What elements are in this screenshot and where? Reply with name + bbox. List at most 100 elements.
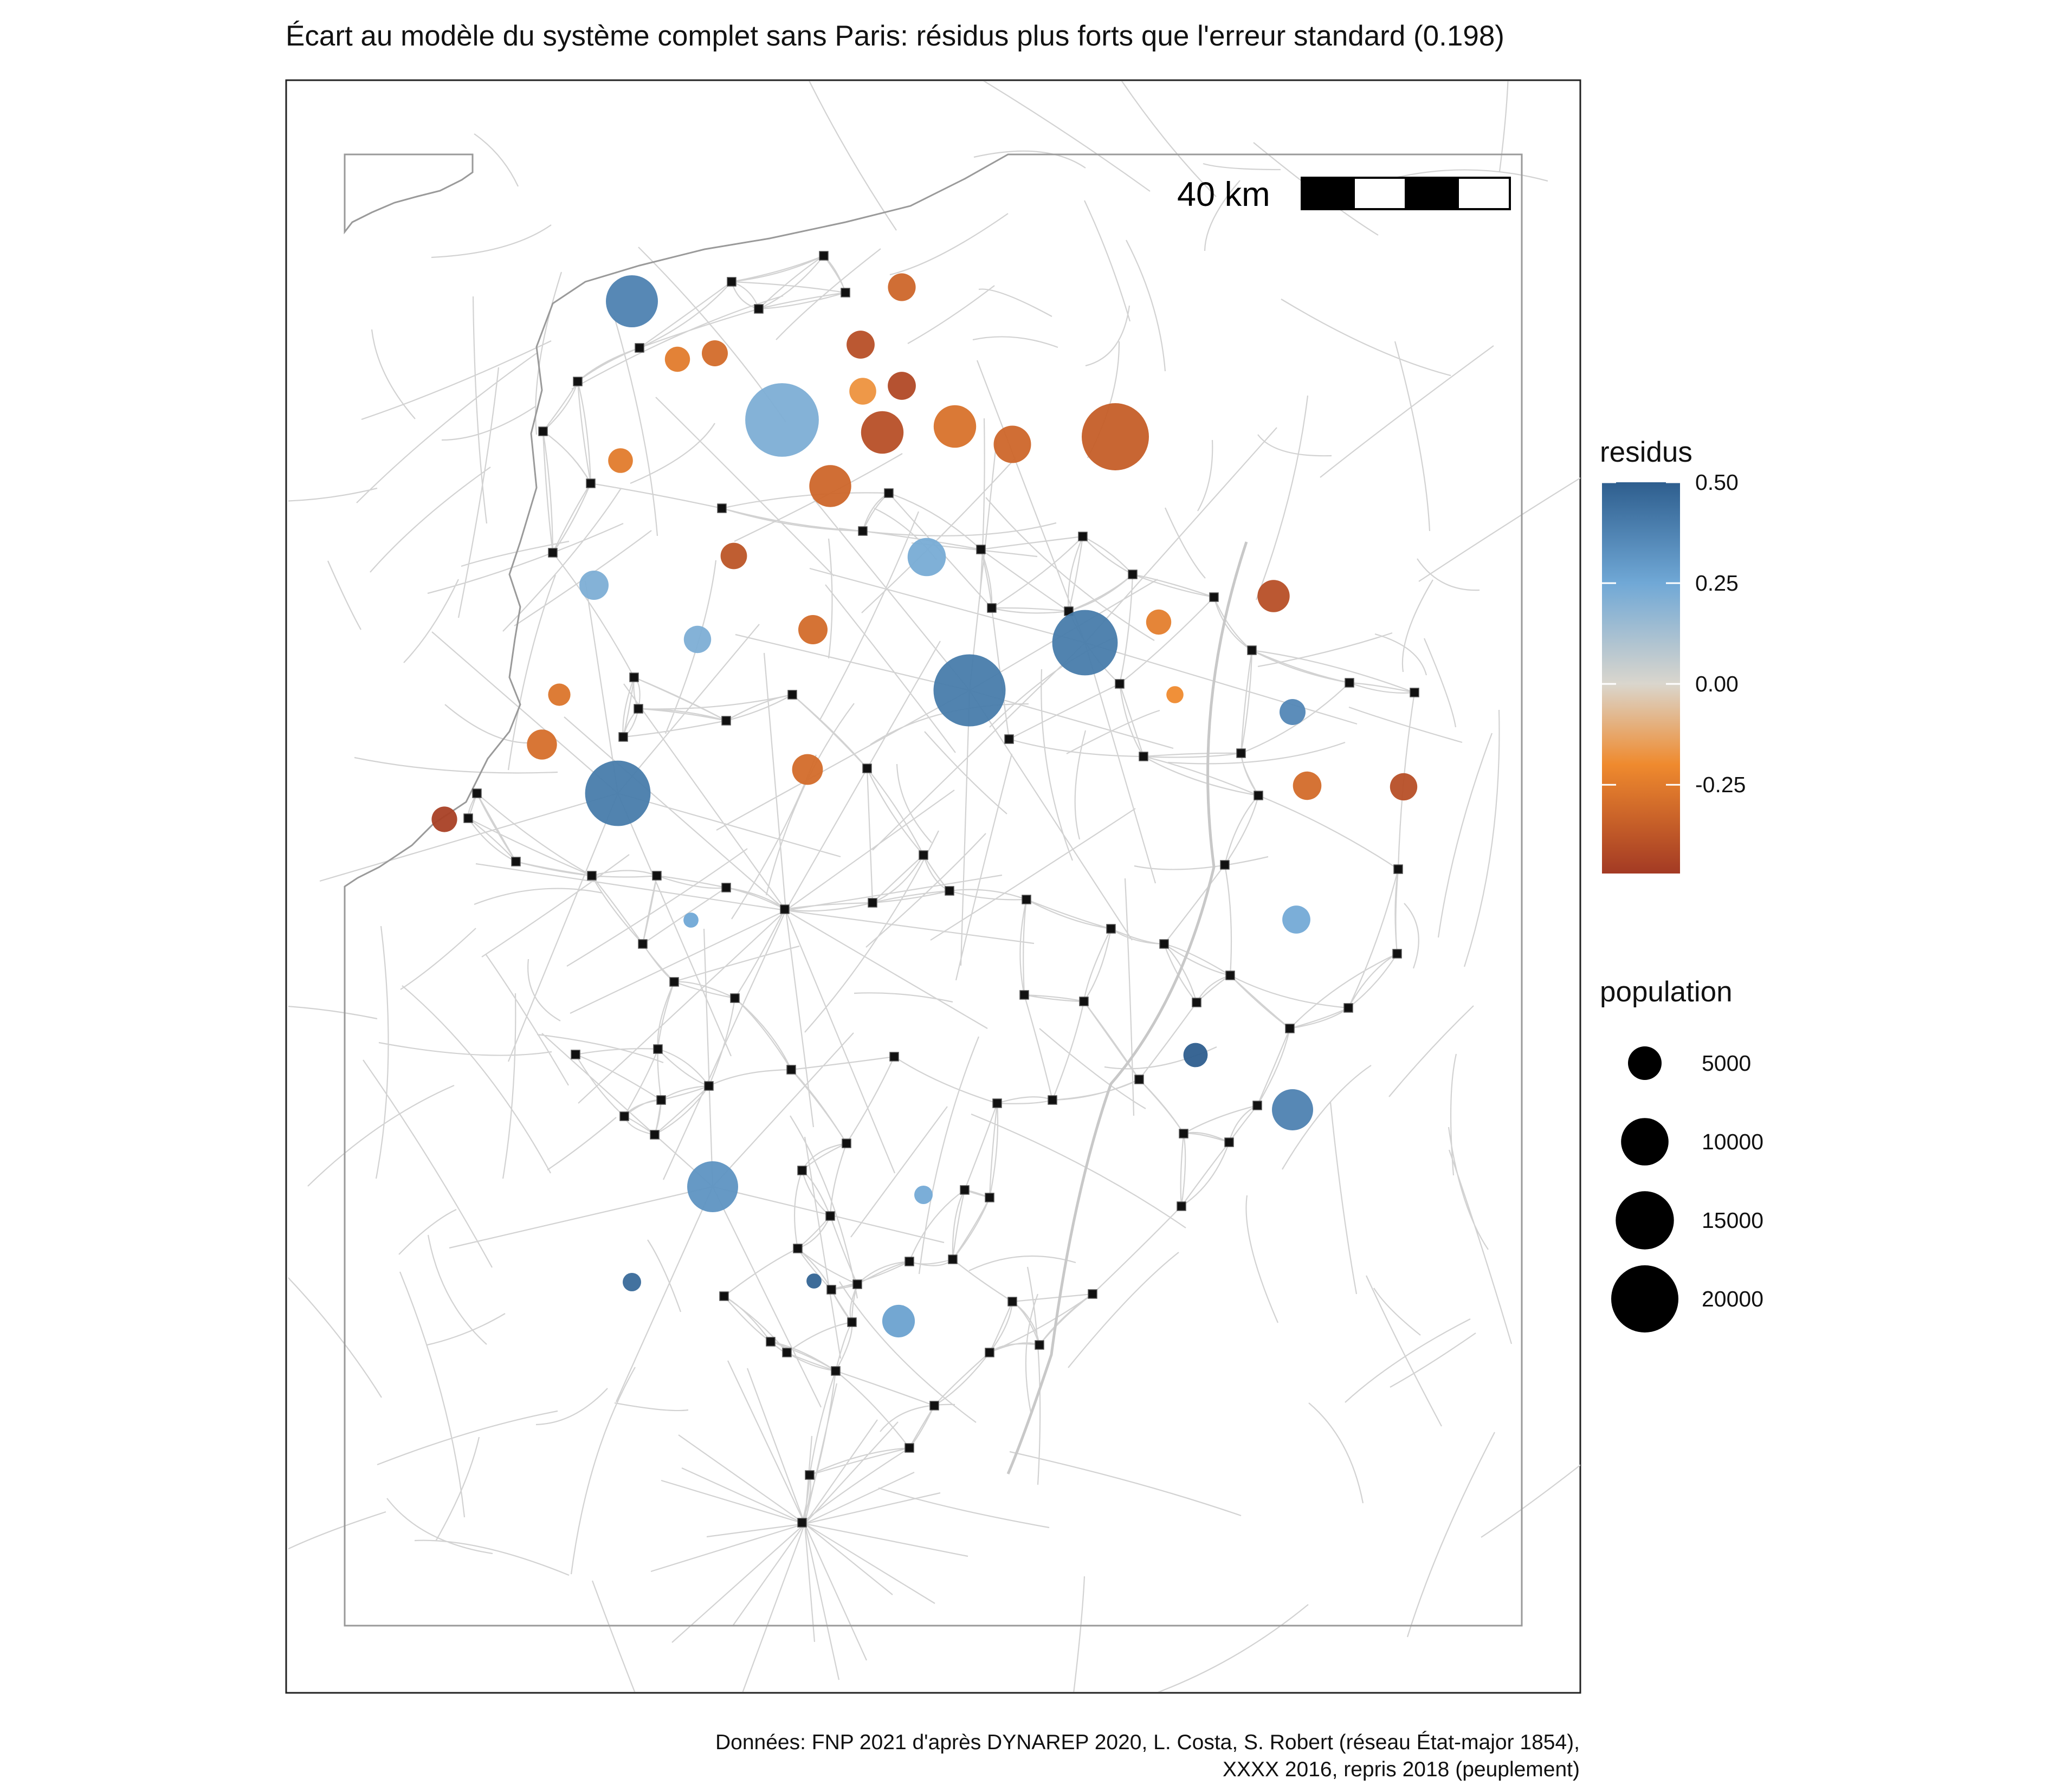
residual-circle-28 — [702, 340, 728, 366]
residual-circle-27 — [720, 542, 747, 570]
city-node-87 — [805, 1470, 815, 1480]
residual-circle-21 — [888, 372, 916, 400]
city-node-67 — [1179, 1129, 1188, 1138]
city-node-5 — [573, 377, 583, 386]
city-node-70 — [793, 1244, 803, 1253]
city-node-55 — [889, 1052, 899, 1062]
city-node-88 — [797, 1518, 807, 1528]
city-node-26 — [1139, 752, 1148, 761]
city-node-81 — [831, 1366, 841, 1376]
residual-circle-35 — [548, 683, 571, 706]
city-node-8 — [548, 548, 558, 558]
city-node-85 — [929, 1401, 939, 1411]
legend-residus-ticks: 0.50 0.25 0.00 -0.25 — [1602, 470, 1746, 797]
city-node-80 — [782, 1348, 792, 1357]
legend-residus: residus 0.50 0.25 0.00 -0.25 — [1600, 436, 1746, 874]
city-node-43 — [1159, 939, 1169, 949]
residual-circle-24 — [683, 625, 712, 654]
legend-population-label-2: 15000 — [1702, 1208, 1763, 1233]
residual-circle-20 — [847, 331, 875, 359]
city-node-82 — [847, 1317, 857, 1327]
city-node-77 — [1088, 1289, 1097, 1299]
city-node-46 — [730, 993, 740, 1003]
city-node-73 — [905, 1257, 914, 1266]
city-node-62 — [650, 1130, 660, 1140]
residual-circle-3 — [1052, 610, 1118, 676]
residual-circle-1 — [933, 654, 1006, 727]
city-node-10 — [884, 488, 894, 498]
residual-circle-17 — [579, 571, 609, 600]
residual-circle-32 — [1146, 609, 1172, 635]
city-node-11 — [858, 526, 868, 536]
city-node-42 — [1393, 864, 1403, 874]
legend-population-label-3: 20000 — [1702, 1286, 1763, 1311]
residual-circle-25 — [1390, 773, 1418, 801]
legend-population-circle-0 — [1628, 1046, 1662, 1080]
city-node-91 — [1115, 679, 1125, 689]
city-node-45 — [669, 977, 679, 987]
city-node-30 — [463, 813, 473, 823]
residual-circle-7 — [861, 411, 904, 454]
city-node-29 — [472, 788, 482, 798]
legend-residus-label-1: 0.25 — [1695, 571, 1739, 596]
legend-population-circle-2 — [1616, 1191, 1674, 1250]
city-node-69 — [825, 1211, 835, 1221]
legend-residus-title: residus — [1600, 436, 1692, 468]
residual-circle-14 — [1257, 580, 1290, 612]
legend-residus-colorbar — [1602, 482, 1680, 874]
residual-circle-11 — [907, 538, 946, 577]
city-node-84 — [985, 1348, 994, 1357]
city-node-53 — [1134, 1075, 1144, 1084]
scale-bar-segment-4 — [1457, 177, 1511, 210]
residual-circle-15 — [792, 754, 823, 785]
city-node-51 — [1392, 949, 1402, 959]
city-node-44 — [638, 939, 648, 949]
residual-circle-26 — [849, 378, 876, 405]
city-node-57 — [704, 1081, 714, 1091]
city-node-93 — [1252, 1101, 1262, 1110]
coastline-outline — [344, 153, 1523, 1627]
caption-line-1: Données: FNP 2021 d'après DYNAREP 2020, … — [715, 1731, 1580, 1754]
map-title: Écart au modèle du système complet sans … — [286, 20, 1504, 52]
city-node-7 — [586, 478, 596, 488]
residual-circle-22 — [1282, 905, 1310, 934]
city-node-64 — [797, 1166, 807, 1175]
city-node-20 — [1410, 688, 1419, 697]
city-node-41 — [1220, 860, 1230, 870]
city-node-56 — [786, 1065, 796, 1075]
residual-circle-0 — [745, 383, 819, 457]
city-node-27 — [1236, 748, 1246, 758]
city-node-47 — [1019, 990, 1029, 1000]
residual-circle-18 — [798, 615, 828, 644]
city-node-1 — [727, 277, 736, 287]
city-node-22 — [721, 716, 731, 726]
city-node-79 — [766, 1337, 776, 1347]
city-node-63 — [842, 1138, 851, 1148]
city-node-37 — [919, 850, 928, 860]
city-node-34 — [721, 883, 731, 892]
scale-bar-segment-3 — [1405, 177, 1459, 210]
city-node-9 — [717, 503, 727, 513]
city-node-58 — [653, 1044, 663, 1054]
legend-population-entries: 5000 10000 15000 20000 — [1611, 1046, 1763, 1332]
city-node-89 — [618, 732, 628, 742]
legend-population-label-1: 10000 — [1702, 1129, 1763, 1154]
residual-circle-8 — [933, 405, 977, 448]
city-node-2 — [754, 304, 764, 314]
residual-circle-4 — [585, 760, 651, 826]
city-node-65 — [960, 1185, 970, 1195]
residual-circles — [431, 273, 1418, 1338]
city-node-54 — [992, 1098, 1002, 1108]
city-node-36 — [868, 898, 877, 908]
residual-circle-23 — [888, 273, 916, 301]
city-node-90 — [629, 672, 639, 682]
city-node-12 — [976, 545, 986, 554]
residual-circle-31 — [664, 346, 690, 372]
city-node-59 — [571, 1050, 580, 1059]
city-node-50 — [1285, 1024, 1295, 1033]
residual-circle-34 — [1183, 1043, 1208, 1068]
city-node-4 — [635, 343, 644, 353]
city-node-60 — [656, 1095, 666, 1105]
city-node-49 — [1225, 971, 1235, 980]
city-node-72 — [826, 1285, 836, 1295]
